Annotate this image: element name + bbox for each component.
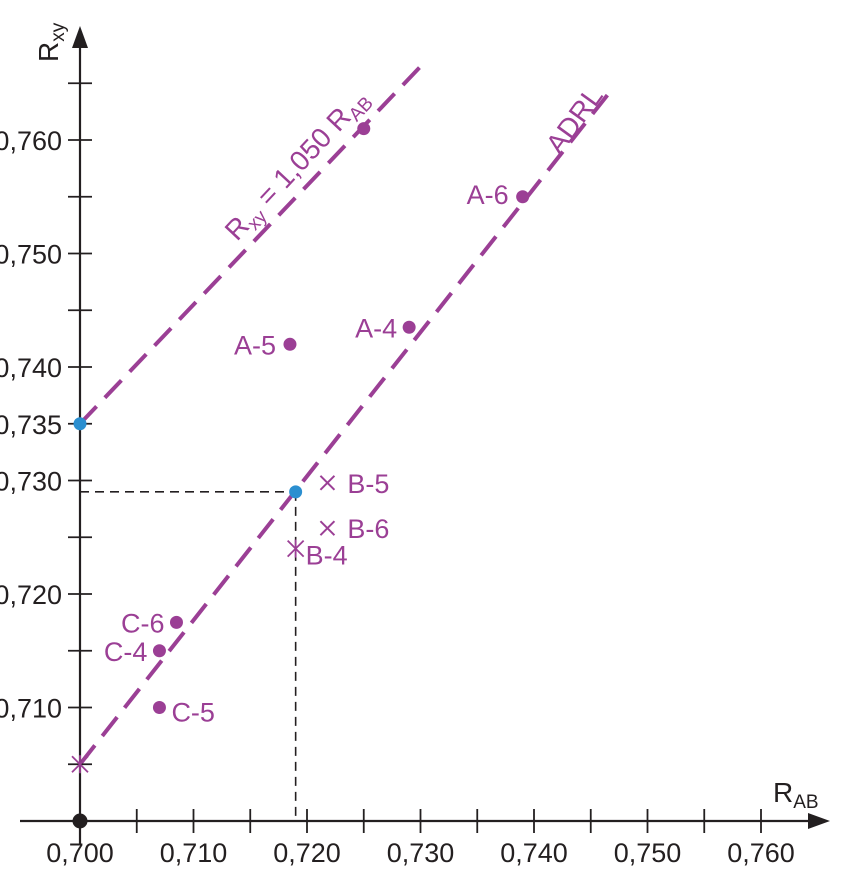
- point-b-6-marker-stroke: [319, 520, 336, 536]
- x-tick-label: 0,720: [273, 838, 341, 868]
- rxy-line: [78, 59, 428, 426]
- point-c-5-marker: [152, 701, 166, 714]
- x-tick-label: 0,710: [160, 838, 228, 868]
- x-tick-label: 0,700: [46, 838, 114, 868]
- point-c-6-marker: [169, 615, 183, 629]
- point-b-4-marker: [287, 539, 305, 558]
- point-a-5-label: A-5: [234, 330, 276, 360]
- x-axis-title: RAB: [773, 777, 819, 813]
- line-label-adrl: ADRL: [540, 81, 609, 160]
- axes: RAB Rxy: [20, 22, 830, 845]
- point-a-4-label: A-4: [355, 313, 397, 343]
- y-tick-label: 0,730: [0, 467, 62, 497]
- y-tick-label: 0,735: [0, 410, 62, 440]
- intercept-marker: [71, 755, 89, 774]
- origin-point: [72, 813, 88, 829]
- y-tick-label: 0,740: [0, 353, 62, 383]
- point-b-5-marker: [319, 475, 336, 491]
- trend-lines: [78, 59, 610, 766]
- x-tick-label: 0,730: [387, 838, 455, 868]
- point-a-6-label: A-6: [467, 180, 509, 210]
- y-tick-label: 0,720: [0, 580, 62, 610]
- point-b-6-marker: [319, 520, 336, 536]
- point-a-4-marker: [402, 320, 416, 334]
- point-b-5-marker-stroke: [319, 475, 336, 491]
- highlight-point: [289, 485, 303, 499]
- x-tick-label: 0,750: [614, 838, 682, 868]
- x-axis-arrow: [808, 813, 830, 829]
- line-label-rxy: Rxy = 1,050 RAB: [219, 83, 378, 250]
- point-b-5-label: B-5: [347, 469, 389, 499]
- point-a-6-marker: [516, 190, 530, 204]
- point-b-6-label: B-6: [347, 514, 389, 544]
- highlight-point: [73, 417, 87, 431]
- x-tick-label: 0,760: [727, 838, 795, 868]
- point-c-6-label: C-6: [121, 608, 165, 638]
- y-tick-label: 0,760: [0, 126, 62, 156]
- y-tick-label: 0,750: [0, 240, 62, 270]
- point-unlabeled-marker: [357, 122, 371, 136]
- point-c-5-label: C-5: [171, 698, 215, 728]
- point-c-4-label: C-4: [104, 637, 148, 667]
- x-tick-label: 0,740: [500, 838, 568, 868]
- point-a-5-marker: [283, 337, 297, 351]
- point-c-4-marker: [152, 644, 166, 658]
- y-tick-label: 0,710: [0, 694, 62, 724]
- data-points: A-4 A-5 A-6 B-4 B-5 B-6 C-4 C-5 C-6: [71, 122, 530, 829]
- y-axis-title: Rxy: [33, 22, 69, 62]
- y-axis-arrow: [72, 26, 88, 48]
- point-b-4-label: B-4: [306, 541, 348, 571]
- reference-guides: [80, 491, 297, 821]
- axis-ticks: 0,700 0,710 0,720 0,730 0,740 0,750 0,760 0,710…: [0, 82, 795, 868]
